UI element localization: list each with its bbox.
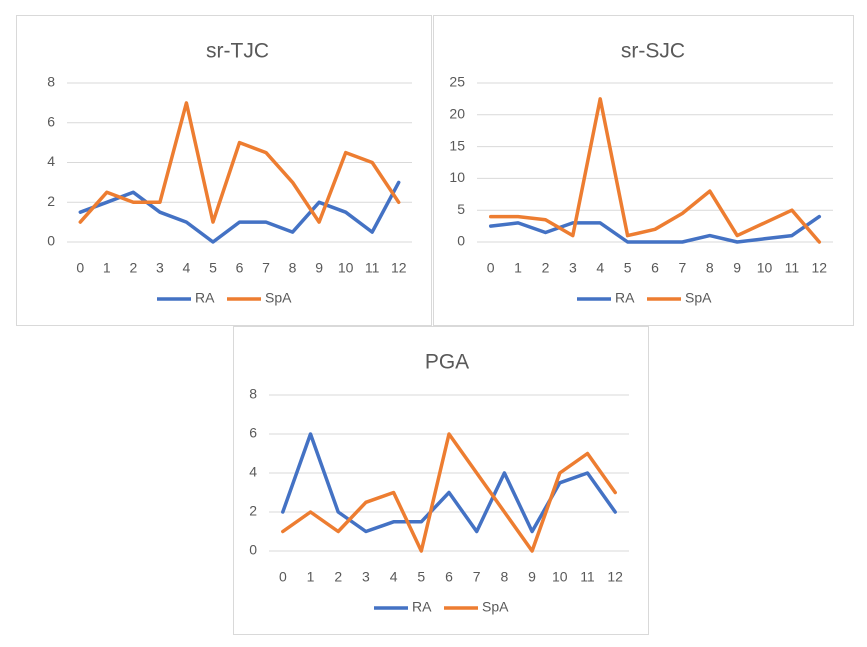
x-tick-label: 11 — [580, 569, 595, 585]
x-tick-label: 7 — [473, 569, 481, 585]
y-tick-label: 25 — [449, 74, 465, 90]
y-tick-label: 2 — [47, 193, 55, 209]
x-tick-label: 12 — [391, 260, 407, 276]
series-line-spa — [78, 101, 401, 224]
x-tick-label: 0 — [487, 260, 495, 276]
series-line-ra — [281, 432, 617, 534]
x-tick-label: 6 — [236, 260, 244, 276]
series-line-ra — [78, 180, 401, 244]
chart-sr-sjc: sr-SJC 0 5 10 15 20 25 0 1 2 3 4 5 6 7 8 9 10 11 12 RA SpA — [433, 15, 854, 326]
x-tick-label: 10 — [757, 260, 773, 276]
x-tick-label: 12 — [607, 569, 623, 585]
series-line-spa — [488, 97, 822, 244]
y-tick-label: 0 — [457, 233, 465, 249]
legend-label-ra: RA — [412, 599, 432, 615]
legend-label-spa: SpA — [265, 290, 292, 306]
x-tick-label: 11 — [365, 260, 380, 276]
y-tick-label: 15 — [449, 137, 465, 153]
legend-label-ra: RA — [195, 290, 215, 306]
x-tick-label: 9 — [528, 569, 536, 585]
x-tick-label: 6 — [651, 260, 659, 276]
x-tick-label: 3 — [156, 260, 164, 276]
x-tick-label: 4 — [183, 260, 191, 276]
y-tick-label: 20 — [449, 106, 465, 122]
x-tick-label: 0 — [279, 569, 287, 585]
y-tick-label: 6 — [249, 425, 257, 441]
x-tick-label: 9 — [733, 260, 741, 276]
x-tick-label: 5 — [624, 260, 632, 276]
y-tick-label: 10 — [449, 169, 465, 185]
y-tick-label: 5 — [457, 201, 465, 217]
x-tick-label: 8 — [500, 569, 508, 585]
legend-label-spa: SpA — [685, 290, 712, 306]
x-tick-label: 2 — [542, 260, 550, 276]
series-line-spa — [281, 432, 617, 553]
chart-pga: PGA 0 2 4 6 8 0 1 2 3 4 5 6 7 8 9 10 11 12 RA SpA — [233, 326, 649, 635]
legend-label-ra: RA — [615, 290, 635, 306]
x-tick-label: 4 — [596, 260, 604, 276]
y-tick-label: 8 — [249, 386, 257, 402]
x-tick-label: 3 — [569, 260, 577, 276]
x-tick-label: 1 — [307, 569, 315, 585]
chart-title-sr-tjc: sr-TJC — [206, 40, 269, 63]
y-tick-label: 8 — [47, 74, 55, 90]
x-tick-label: 5 — [417, 569, 425, 585]
x-tick-label: 7 — [678, 260, 686, 276]
y-tick-label: 2 — [249, 503, 257, 519]
x-tick-label: 8 — [289, 260, 297, 276]
legend-label-spa: SpA — [482, 599, 509, 615]
y-tick-label: 4 — [47, 153, 55, 169]
x-tick-label: 6 — [445, 569, 453, 585]
x-tick-label: 10 — [338, 260, 354, 276]
series-line-ra — [488, 214, 822, 244]
x-tick-label: 1 — [514, 260, 522, 276]
x-tick-label: 4 — [390, 569, 398, 585]
x-tick-label: 8 — [706, 260, 714, 276]
x-tick-label: 9 — [315, 260, 323, 276]
x-tick-label: 12 — [812, 260, 828, 276]
x-tick-label: 10 — [552, 569, 568, 585]
chart-sr-tjc: sr-TJC 0 2 4 6 8 0 1 2 3 4 5 6 7 8 9 10 11 12 RA SpA — [16, 15, 432, 326]
x-tick-label: 2 — [129, 260, 137, 276]
x-tick-label: 2 — [334, 569, 342, 585]
y-tick-label: 4 — [249, 464, 257, 480]
y-tick-label: 6 — [47, 113, 55, 129]
x-tick-label: 5 — [209, 260, 217, 276]
chart-title-sr-sjc: sr-SJC — [621, 40, 685, 63]
y-tick-label: 0 — [47, 233, 55, 249]
y-tick-label: 0 — [249, 542, 257, 558]
x-tick-label: 7 — [262, 260, 270, 276]
x-tick-label: 0 — [76, 260, 84, 276]
x-tick-label: 3 — [362, 569, 370, 585]
chart-title-pga: PGA — [425, 351, 469, 374]
x-tick-label: 11 — [785, 260, 800, 276]
x-tick-label: 1 — [103, 260, 111, 276]
